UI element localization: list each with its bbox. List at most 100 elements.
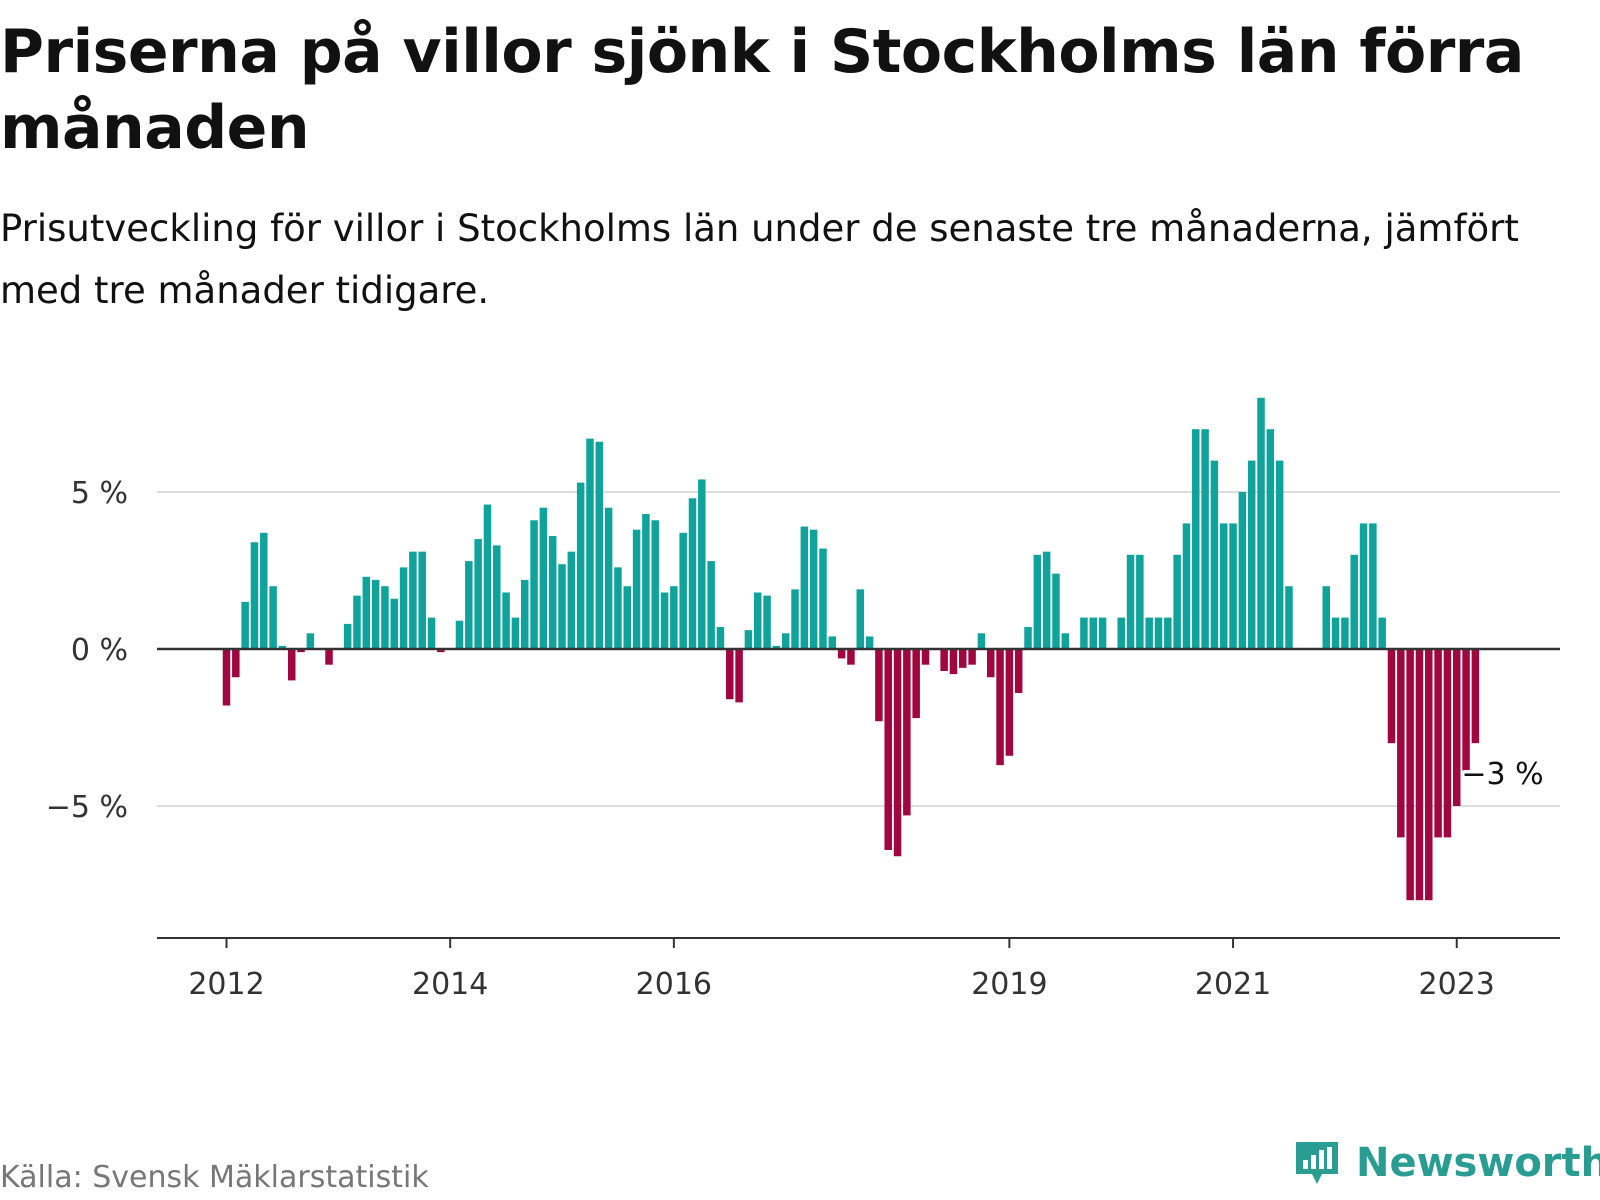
bar — [977, 633, 986, 649]
bar — [232, 649, 240, 678]
bar — [856, 589, 865, 649]
bar — [642, 513, 650, 649]
bar — [297, 649, 305, 653]
bar-chart: 5 % 0 % −5 % 2012 2014 2016 2019 2021 2023 −3 % — [46, 397, 1560, 1002]
bar — [1080, 617, 1088, 649]
bar — [1210, 460, 1219, 649]
bar — [1117, 617, 1125, 649]
bar — [399, 567, 408, 649]
bar — [493, 545, 501, 649]
chart-subtitle: Prisutveckling för villor i Stockholms l… — [0, 207, 1519, 312]
bar — [306, 633, 315, 649]
bar — [250, 542, 259, 649]
bar — [781, 633, 790, 649]
bar — [884, 649, 892, 850]
bar — [688, 498, 697, 649]
newsworthy-logo[interactable]: Newsworthy — [1292, 1138, 1600, 1188]
bar — [1192, 429, 1200, 649]
bar — [968, 649, 976, 665]
bar — [409, 551, 417, 649]
bar — [1462, 649, 1470, 775]
bar — [586, 438, 594, 649]
bar — [903, 649, 911, 816]
bar — [1247, 460, 1256, 649]
x-tick-label: 2014 — [412, 967, 488, 1002]
bar — [1443, 649, 1452, 838]
bar — [1033, 554, 1042, 649]
bar — [1266, 429, 1275, 649]
bar — [1331, 617, 1340, 649]
bar — [632, 529, 641, 649]
bar — [809, 529, 818, 649]
bar — [949, 649, 958, 675]
bar — [679, 532, 687, 649]
bar — [1378, 617, 1386, 649]
bar — [1145, 617, 1153, 649]
bar — [707, 561, 715, 649]
bar — [847, 649, 855, 665]
x-tick-label: 2019 — [971, 967, 1047, 1002]
bar — [390, 598, 399, 649]
bar — [744, 630, 753, 649]
bar — [1285, 586, 1293, 649]
bar — [1024, 627, 1032, 649]
bar — [735, 649, 743, 703]
bar — [1042, 551, 1051, 649]
bar — [819, 548, 827, 649]
bar — [343, 623, 352, 649]
bar — [753, 592, 762, 649]
bar — [1098, 617, 1107, 649]
bar — [520, 579, 529, 649]
bar — [1229, 523, 1237, 649]
bar — [670, 586, 678, 649]
source-note: Källa: Svensk Mäklarstatistik — [0, 1160, 429, 1195]
bar — [511, 617, 520, 649]
bar — [1275, 460, 1284, 649]
bar — [604, 507, 613, 649]
bar — [1406, 649, 1414, 901]
bar — [1126, 554, 1135, 649]
bar — [483, 504, 492, 649]
bar — [1173, 554, 1181, 649]
chart-title: Priserna på villor sjönk i Stockholms lä… — [0, 17, 1524, 163]
bar — [1164, 617, 1172, 649]
bar — [893, 649, 902, 857]
bar — [800, 526, 809, 649]
bar — [241, 601, 249, 649]
x-tick-label: 2021 — [1195, 967, 1271, 1002]
bar — [418, 551, 426, 649]
bar — [1471, 649, 1480, 744]
bar — [1182, 523, 1191, 649]
bar — [269, 586, 277, 649]
bar — [1387, 649, 1396, 744]
bar — [437, 649, 445, 653]
bar — [1061, 633, 1070, 649]
y-axis-labels: 5 % 0 % −5 % — [46, 476, 128, 825]
bar — [502, 592, 510, 649]
bar — [287, 649, 296, 681]
bar — [1201, 429, 1209, 649]
bar — [940, 649, 948, 671]
bar — [455, 620, 464, 649]
bar — [222, 649, 231, 706]
bar — [837, 649, 846, 659]
bar — [567, 551, 576, 649]
bar — [763, 595, 771, 649]
bar — [576, 482, 585, 649]
bar — [427, 617, 436, 649]
bar — [623, 586, 632, 649]
bar — [996, 649, 1004, 766]
bar — [1341, 617, 1349, 649]
bar — [651, 520, 659, 649]
bar — [474, 539, 482, 649]
bar — [986, 649, 995, 678]
bar — [1219, 523, 1228, 649]
y-tick-label: 0 % — [71, 633, 128, 668]
bar — [1014, 649, 1023, 693]
bar — [921, 649, 930, 665]
bar — [660, 592, 669, 649]
bar — [465, 561, 473, 649]
bar — [1350, 554, 1358, 649]
gridlines — [157, 491, 1560, 807]
x-tick-label: 2023 — [1419, 967, 1495, 1002]
